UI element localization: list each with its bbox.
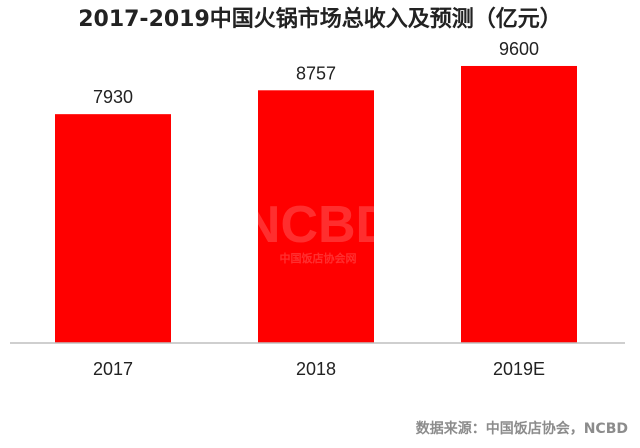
- value-label-2018: 8757: [296, 63, 336, 83]
- bar-2019E: [461, 65, 577, 343]
- x-tick-label-2017: 2017: [93, 359, 133, 379]
- watermark-logo: NCBD 中国饭店协会网: [243, 196, 393, 265]
- bar-2017: [55, 114, 171, 343]
- watermark-caption: 中国饭店协会网: [280, 251, 357, 265]
- x-tick-label-2019E: 2019E: [493, 359, 545, 379]
- bar-2018: [258, 90, 374, 343]
- value-label-2019E: 9600: [499, 39, 539, 59]
- value-label-2017: 7930: [93, 87, 133, 107]
- watermark-logo-text: NCBD: [243, 196, 393, 254]
- bars-layer: [55, 65, 577, 343]
- x-tick-label-2018: 2018: [296, 359, 336, 379]
- source-note: 数据来源：中国饭店协会，NCBD: [415, 421, 628, 437]
- labels-layer: 7930 2017 8757 2018 9600 2019E: [93, 39, 545, 379]
- chart-title: 2017-2019中国火锅市场总收入及预测（亿元）: [78, 7, 562, 32]
